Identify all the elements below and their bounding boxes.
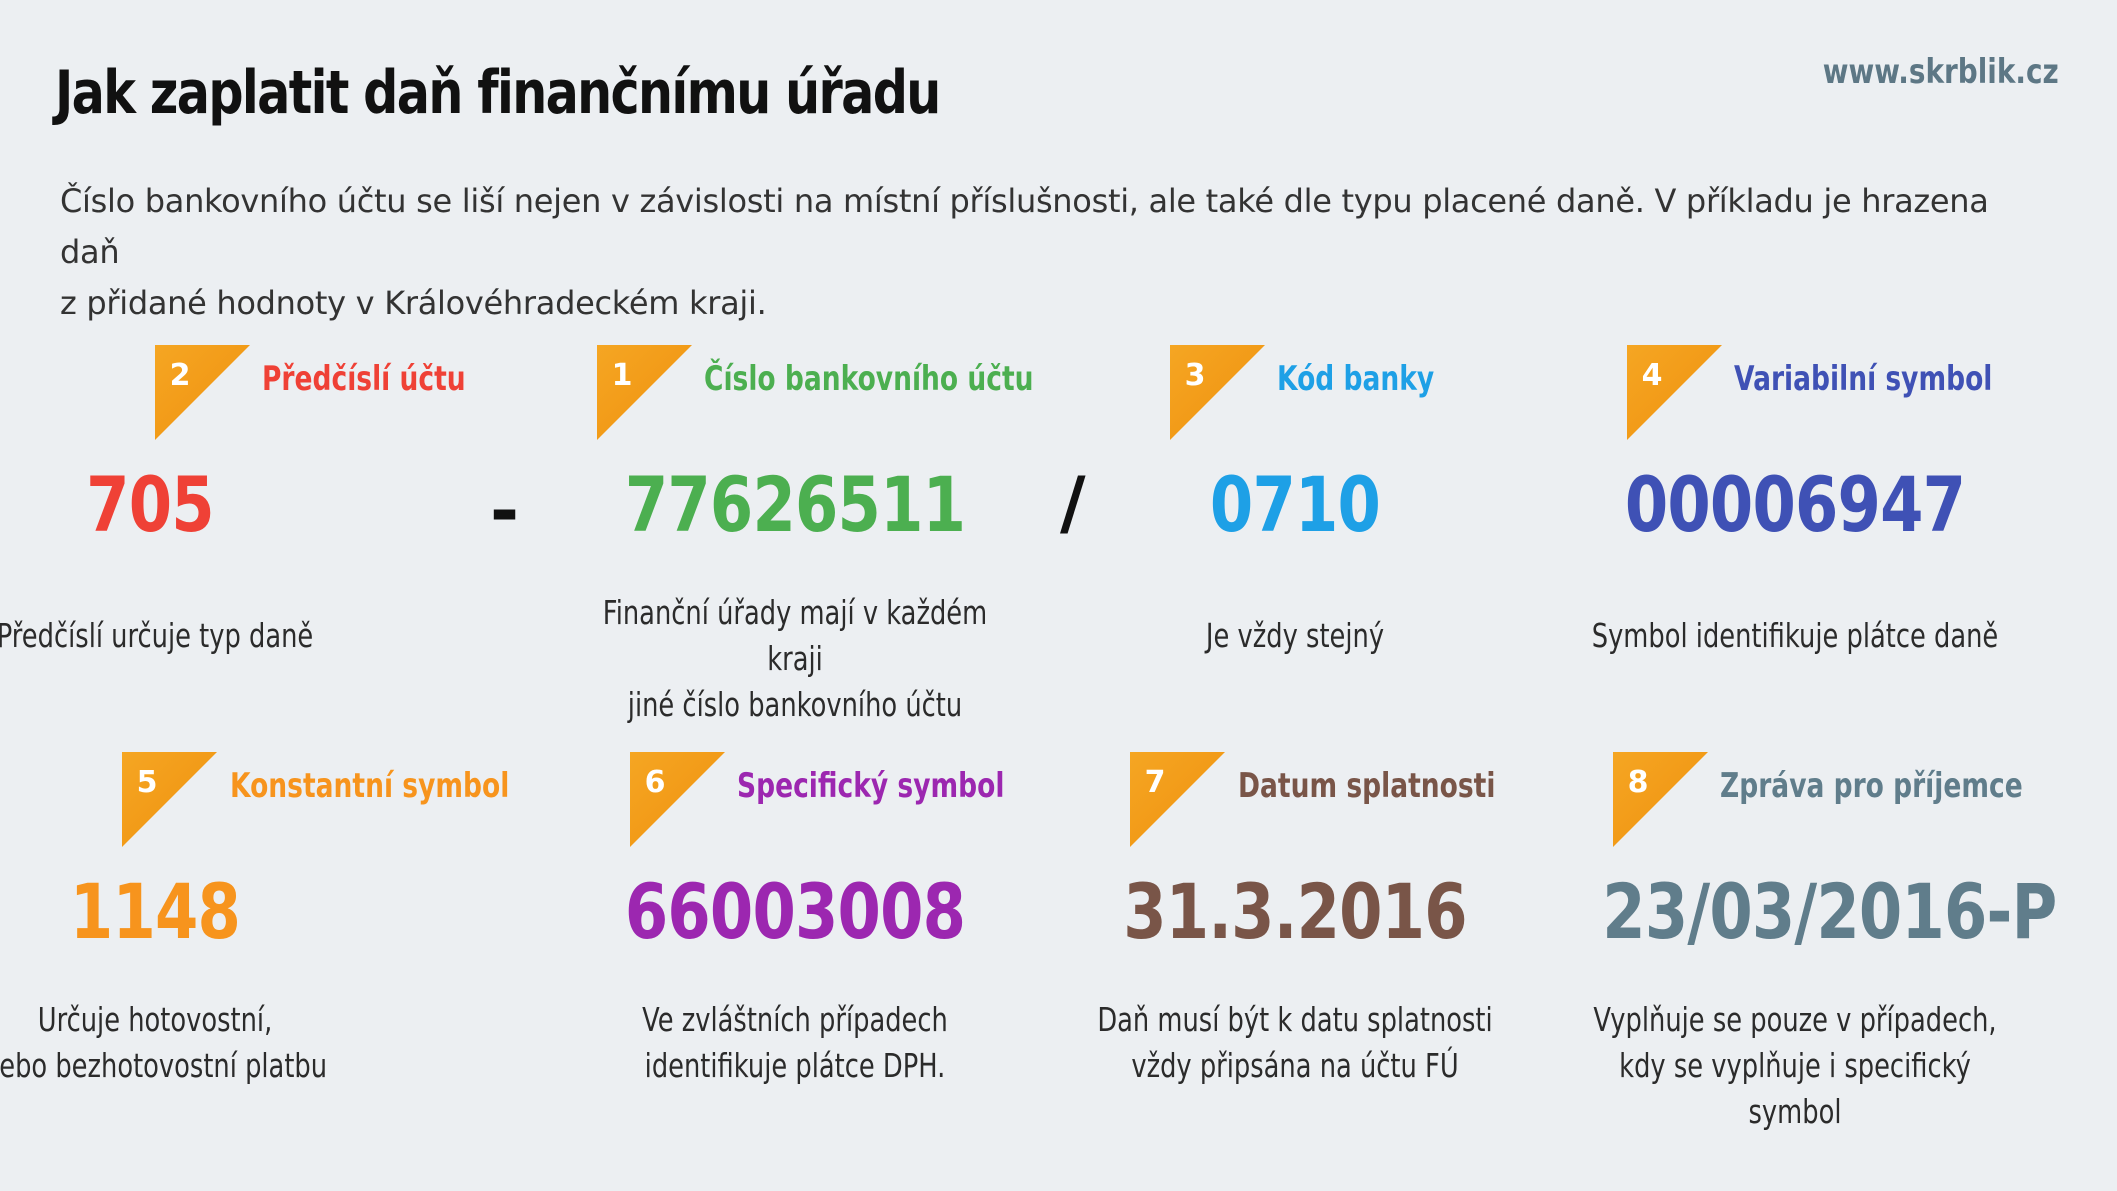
- card-label: Konstantní symbol: [230, 766, 510, 806]
- card-description: Daň musí být k datu splatnosti vždy přip…: [1081, 997, 1510, 1089]
- card-description: Finanční úřady mají v každém kraji jiné …: [581, 590, 1010, 728]
- card-label: Specifický symbol: [737, 766, 1005, 806]
- badge-number: 3: [1184, 358, 1206, 393]
- intro-line-2: z přidané hodnoty v Královéhradeckém kra…: [60, 284, 767, 322]
- card-description-line-2: jiné číslo bankovního účtu: [627, 685, 963, 724]
- card-cislo-uctu: 1 Číslo bankovního účtu 77626511 Finančn…: [560, 345, 1034, 724]
- account-dash: -: [490, 470, 520, 552]
- card-description-line-1: Finanční úřady mají v každém kraji: [602, 593, 988, 678]
- card-value: 0710: [1209, 460, 1381, 549]
- card-description-line-1: Ve zvláštních případech: [642, 1000, 948, 1039]
- card-label: Kód banky: [1277, 359, 1435, 399]
- card-description: Určuje hotovostní, nebo bezhotovostní pl…: [0, 997, 370, 1089]
- card-zprava-pro-prijemce: 8 Zpráva pro příjemce 23/03/2016-P Vyplň…: [1560, 752, 2057, 1131]
- badge-number: 5: [136, 765, 158, 800]
- card-description-line-2: nebo bezhotovostní platbu: [0, 1046, 328, 1085]
- card-value: 31.3.2016: [1123, 867, 1467, 956]
- card-description-line-1: Předčíslí určuje typ daně: [0, 616, 314, 655]
- card-label: Datum splatnosti: [1238, 766, 1496, 806]
- card-datum-splatnosti: 7 Datum splatnosti 31.3.2016 Daň musí bý…: [1060, 752, 1530, 1112]
- card-value: 1148: [69, 867, 241, 956]
- card-description-line-1: Určuje hotovostní,: [37, 1000, 273, 1039]
- card-description-line-2: vždy připsána na účtu FÚ: [1131, 1046, 1459, 1085]
- card-value: 00006947: [1624, 460, 1966, 549]
- card-specificky-symbol: 6 Specifický symbol 66003008 Ve zvláštní…: [560, 752, 1030, 1112]
- card-description-line-2: kdy se vyplňuje i specifický symbol: [1619, 1046, 1971, 1131]
- card-label: Variabilní symbol: [1734, 359, 1993, 399]
- badge-number: 1: [611, 358, 633, 393]
- intro-line-1: Číslo bankovního účtu se liší nejen v zá…: [60, 182, 1989, 271]
- badge-number: 7: [1144, 765, 1166, 800]
- page-title: Jak zaplatit daň finančnímu úřadu: [55, 58, 941, 128]
- badge-number: 2: [169, 358, 191, 393]
- card-value: 705: [86, 460, 214, 549]
- intro-text: Číslo bankovního účtu se liší nejen v zá…: [60, 176, 2020, 329]
- card-description: Ve zvláštních případech identifikuje plá…: [581, 997, 1010, 1089]
- card-description-line-1: Je vždy stejný: [1205, 616, 1385, 655]
- card-value: 66003008: [624, 867, 966, 956]
- card-kod-banky: 3 Kód banky 0710 Je vždy stejný: [1060, 345, 1530, 705]
- card-label: Číslo bankovního účtu: [704, 359, 1034, 399]
- card-description: Vyplňuje se pouze v případech, kdy se vy…: [1581, 997, 2010, 1135]
- card-predcisli: 2 Předčíslí účtu 705 Předčíslí určuje ty…: [0, 345, 530, 705]
- card-description-line-1: Daň musí být k datu splatnosti: [1097, 1000, 1493, 1039]
- card-value: 23/03/2016-P: [1602, 867, 2057, 956]
- card-description: Symbol identifikuje plátce daně: [1581, 613, 2010, 659]
- card-description-line-2: identifikuje plátce DPH.: [644, 1046, 946, 1085]
- card-label: Předčíslí účtu: [262, 359, 466, 399]
- card-label: Zpráva pro příjemce: [1720, 766, 2023, 806]
- badge-number: 6: [644, 765, 666, 800]
- bank-slash: /: [1060, 462, 1086, 544]
- card-description: Je vždy stejný: [1081, 613, 1510, 659]
- card-description-line-1: Vyplňuje se pouze v případech,: [1593, 1000, 1997, 1039]
- card-variabilni-symbol: 4 Variabilní symbol 00006947 Symbol iden…: [1560, 345, 2030, 705]
- badge-number: 8: [1627, 765, 1649, 800]
- card-description: Předčíslí určuje typ daně: [0, 613, 370, 659]
- site-url[interactable]: www.skrblik.cz: [1823, 52, 2059, 92]
- card-value: 77626511: [624, 460, 966, 549]
- card-konstantni-symbol: 5 Konstantní symbol 1148 Určuje hotovost…: [0, 752, 530, 1112]
- badge-number: 4: [1641, 358, 1663, 393]
- card-description-line-1: Symbol identifikuje plátce daně: [1591, 616, 1999, 655]
